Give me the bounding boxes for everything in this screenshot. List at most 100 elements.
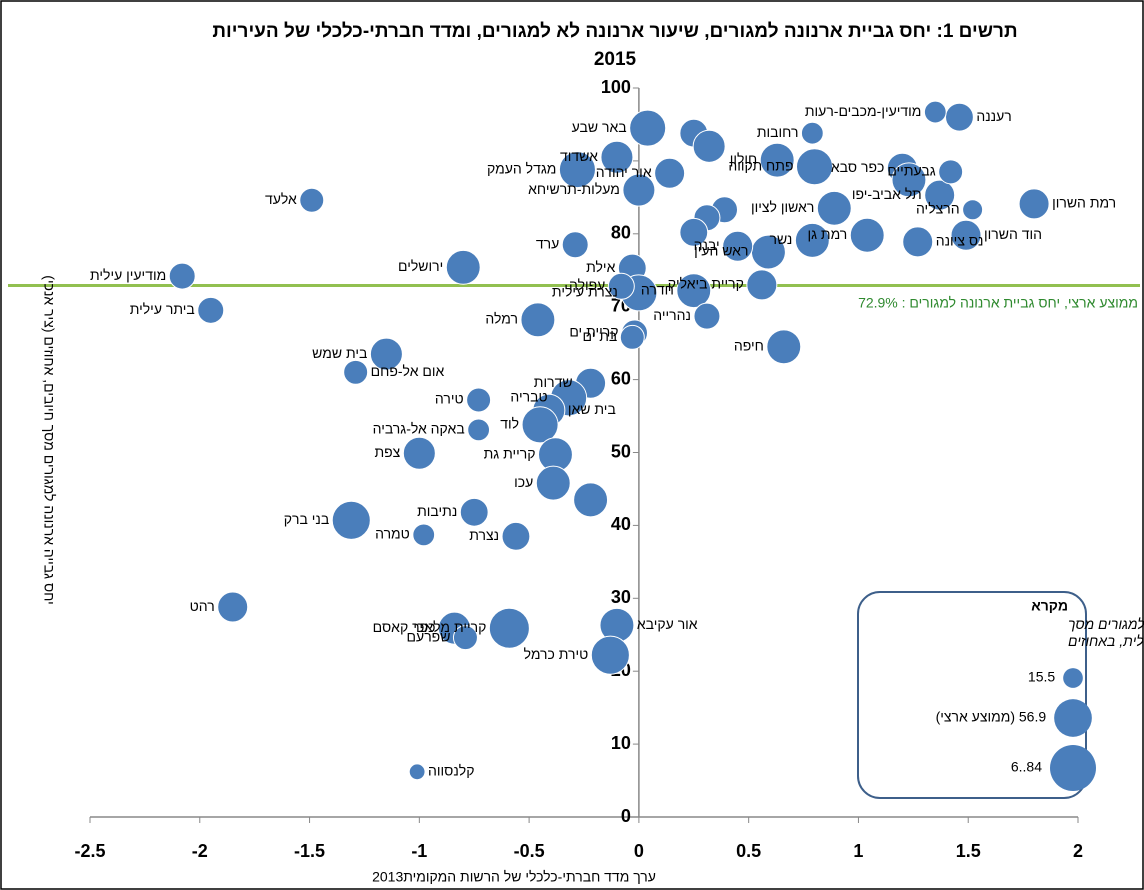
legend-subtitle: שיעור ארנונה לא למגורים מסךארנונה כללית,…: [1068, 616, 1144, 649]
point-label: לוד: [500, 416, 519, 432]
bubble: [722, 230, 754, 262]
point-label: נתיבות: [417, 503, 457, 519]
bubble: [902, 226, 934, 258]
legend-label: 56.9 (ממוצע ארצי): [936, 709, 1047, 725]
point-label: הוד השרון: [984, 226, 1042, 242]
y-tick-label: 60: [611, 368, 631, 388]
x-tick-label: -1: [411, 841, 427, 861]
bubble: [369, 337, 403, 371]
point-label: אילת: [586, 259, 615, 275]
bubble: [794, 222, 830, 258]
point-label: רחובות: [757, 124, 799, 140]
legend-subtitle-line: ארנונה כללית, באחוזים: [1068, 633, 1144, 649]
bubble: [938, 159, 964, 185]
point-label: בת ים: [583, 328, 618, 344]
point-label: עפולה: [569, 277, 605, 293]
bubble: [217, 591, 249, 623]
bubble: [521, 406, 559, 444]
legend-bubble: [1050, 745, 1096, 791]
bubble: [467, 418, 491, 442]
y-tick-label: 40: [611, 514, 631, 534]
bubble: [692, 129, 726, 163]
bubble: [676, 273, 712, 309]
point-label: אשדוד: [560, 148, 598, 164]
y-axis-title: יחס גבייה ארנונה למגורים מסך חיובים, אחו…: [41, 275, 57, 604]
point-label: נצרת עילית: [552, 284, 618, 300]
x-tick-label: 1: [853, 841, 863, 861]
reference-label: ממוצע ארצי, יחס גביית ארנונה למגורים : 7…: [858, 294, 1138, 310]
point-label: ביתר עילית: [130, 301, 195, 317]
point-label: רעננה: [976, 108, 1011, 124]
point-label: מגדל העמק: [487, 160, 556, 176]
bubble: [891, 162, 927, 198]
x-tick-label: 0: [634, 841, 644, 861]
bubble: [693, 302, 721, 330]
point-label: יבנה: [694, 237, 720, 253]
x-tick-label: 2: [1073, 841, 1083, 861]
point-label: קריית גת: [484, 445, 536, 461]
point-label: מודיעין-מכבים-רעות: [805, 103, 922, 119]
bubble: [923, 100, 947, 124]
x-tick-label: -2.5: [74, 841, 105, 861]
point-label: ראשון לציון: [751, 199, 814, 215]
y-tick-label: 30: [611, 587, 631, 607]
bubble: [600, 140, 634, 174]
bubble: [962, 199, 984, 221]
point-label: מודיעין עילית: [90, 267, 166, 283]
y-tick-label: 100: [601, 77, 631, 97]
point-label: רמת השרון: [1052, 195, 1116, 211]
bubble: [619, 324, 645, 350]
point-label: חולון: [730, 151, 758, 167]
bubble: [607, 272, 635, 300]
point-label: חדרה: [641, 281, 674, 297]
bubble: [445, 249, 481, 285]
point-label: אור עקיבא: [637, 616, 698, 632]
point-label: נצרת: [469, 527, 499, 543]
point-label: כפר סבא: [831, 159, 884, 175]
bubble: [520, 302, 556, 338]
point-label: קריית ביאליק: [668, 276, 744, 292]
x-tick-label: 0.5: [736, 841, 761, 861]
bubble: [1018, 188, 1050, 220]
bubble: [331, 500, 371, 540]
point-label: בני ברק: [284, 511, 329, 527]
point-label: הרצליה: [916, 200, 960, 216]
legend-bubble: [1054, 699, 1092, 737]
x-tick-label: -0.5: [514, 841, 545, 861]
bubble: [501, 521, 531, 551]
point-label: צפת: [374, 444, 400, 460]
x-tick-label: -1.5: [294, 841, 325, 861]
point-label: רמלה: [485, 311, 518, 327]
bubble: [766, 329, 802, 365]
point-label: גבעתיים: [887, 163, 935, 179]
bubble: [452, 625, 478, 651]
bubble: [950, 219, 982, 251]
legend-box: [857, 591, 1087, 799]
x-tick-label: 1.5: [956, 841, 981, 861]
bubble: [197, 296, 225, 324]
point-label: טירת כרמל: [524, 646, 589, 662]
point-label: קריית מלאכי: [413, 619, 486, 635]
point-label: בית שמש: [312, 345, 367, 361]
point-label: פתח תקווה: [728, 157, 793, 173]
bubble: [924, 179, 956, 211]
y-tick-label: 0: [621, 806, 631, 826]
point-label: נהרייה: [653, 307, 691, 323]
point-label: שפרעם: [407, 628, 451, 644]
bubble: [816, 190, 852, 226]
point-label: אום אל-פחם: [371, 363, 445, 379]
point-label: ערד: [536, 235, 559, 251]
legend-label: 84..6: [1011, 759, 1042, 775]
point-label: רהט: [190, 598, 215, 614]
bubble: [408, 763, 426, 781]
point-label: קלנסווה: [428, 763, 474, 779]
legend-title: מקרא: [1031, 598, 1068, 614]
x-tick-label: -2: [192, 841, 208, 861]
bubble: [629, 109, 667, 147]
point-label: טירה: [435, 391, 464, 407]
point-label: טמרה: [375, 526, 410, 542]
point-label: באקה אל-גרביה: [373, 421, 465, 437]
bubble: [299, 187, 325, 213]
